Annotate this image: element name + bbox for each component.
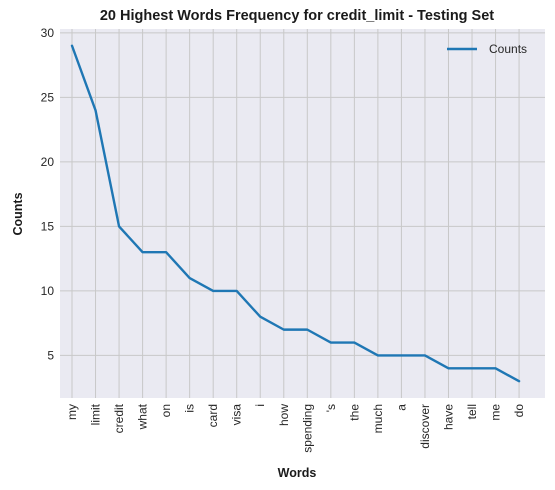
y-axis-label: Counts (11, 192, 25, 235)
y-tick-label: 25 (41, 90, 55, 104)
x-tick-label: credit (112, 403, 126, 433)
x-tick-label: have (441, 404, 455, 430)
x-tick-label: spending (300, 404, 314, 453)
x-tick-label: on (159, 404, 173, 417)
y-tick-label: 5 (47, 348, 54, 362)
x-tick-label: much (371, 404, 385, 433)
x-tick-label: 's (324, 404, 338, 412)
x-tick-label: limit (89, 403, 103, 425)
x-tick-label: is (183, 404, 197, 413)
y-tick-label: 15 (41, 219, 55, 233)
legend-label: Counts (489, 42, 527, 56)
x-tick-label: my (65, 404, 79, 420)
y-tick-label: 10 (41, 284, 55, 298)
x-tick-label: a (394, 404, 408, 411)
x-tick-label: card (206, 404, 220, 427)
x-tick-label: do (512, 404, 526, 418)
y-tick-label: 30 (41, 26, 55, 40)
x-tick-label: discover (418, 404, 432, 449)
x-tick-label: what (136, 403, 150, 430)
x-ticks: my limit credit what on is card visa i how spendin… (65, 403, 526, 452)
x-tick-label: the (347, 404, 361, 421)
y-tick-label: 20 (41, 155, 55, 169)
x-tick-label: i (253, 404, 267, 407)
x-tick-label: how (277, 404, 291, 426)
y-ticks: 5 10 15 20 25 30 (41, 26, 55, 363)
x-tick-label: visa (230, 404, 244, 426)
chart-title: 20 Highest Words Frequency for credit_li… (100, 8, 494, 24)
x-axis-label: Words (278, 466, 317, 480)
x-tick-label: tell (465, 404, 479, 419)
x-tick-label: me (489, 404, 503, 421)
